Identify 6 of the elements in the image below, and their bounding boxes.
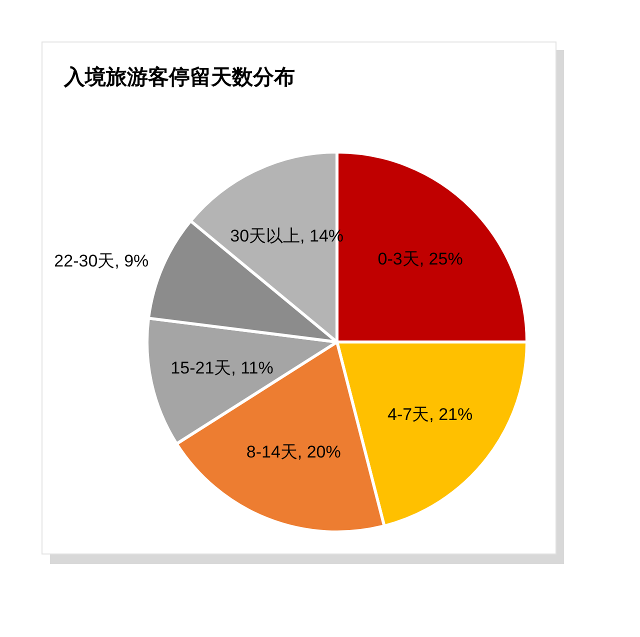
slice-label: 15-21天, 11% bbox=[170, 358, 274, 378]
chart-title: 入境旅游客停留天数分布 bbox=[63, 65, 295, 89]
slice-label: 22-30天, 9% bbox=[54, 252, 149, 271]
slice-label: 8-14天, 20% bbox=[246, 442, 341, 462]
slice-label: 0-3天, 25% bbox=[378, 250, 463, 269]
slice-label: 4-7天, 21% bbox=[388, 405, 473, 424]
